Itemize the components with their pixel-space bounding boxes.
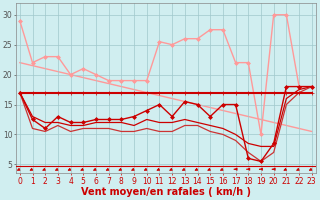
X-axis label: Vent moyen/en rafales ( km/h ): Vent moyen/en rafales ( km/h )	[81, 187, 251, 197]
